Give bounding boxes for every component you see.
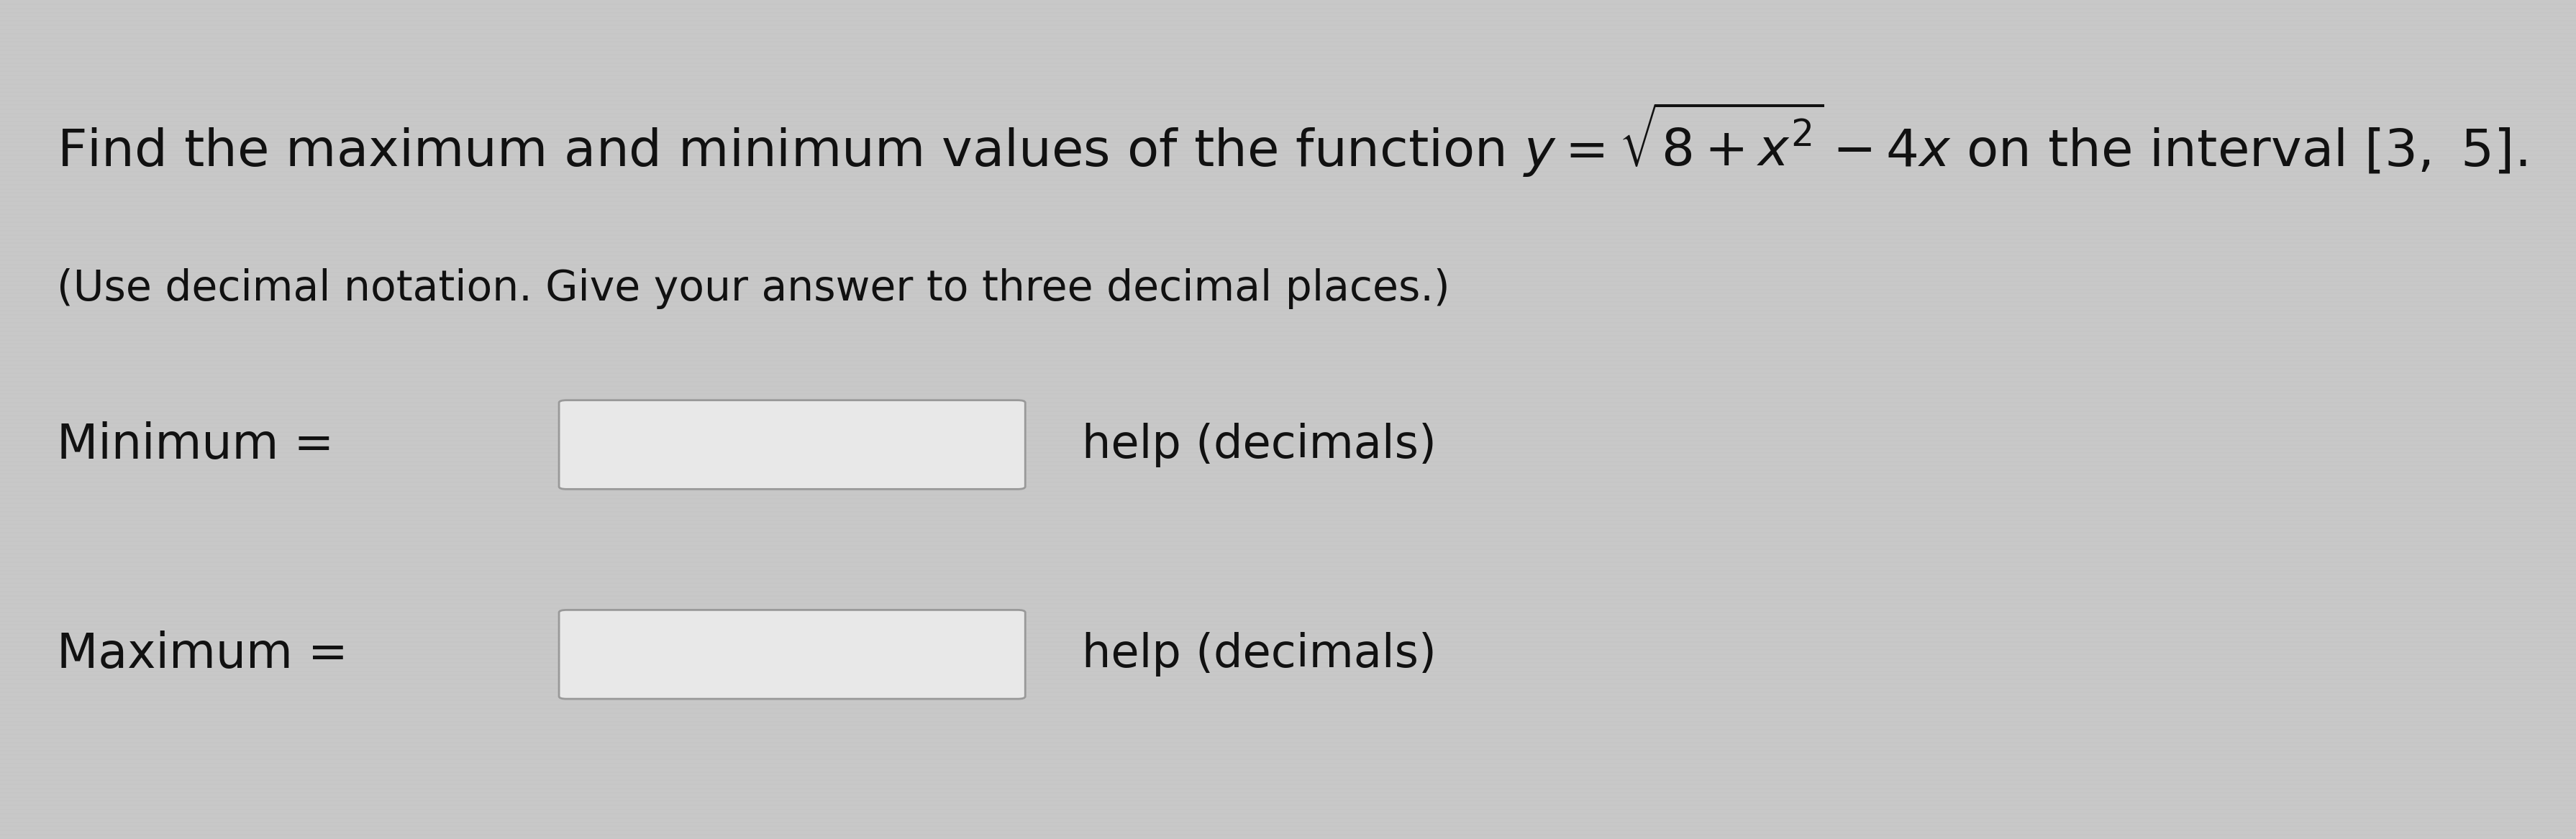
FancyBboxPatch shape: [559, 400, 1025, 489]
Text: Minimum =: Minimum =: [57, 421, 335, 468]
FancyBboxPatch shape: [559, 610, 1025, 699]
Text: (Use decimal notation. Give your answer to three decimal places.): (Use decimal notation. Give your answer …: [57, 268, 1450, 310]
Text: Find the maximum and minimum values of the function $y = \sqrt{8 + x^2} - 4x$ on: Find the maximum and minimum values of t…: [57, 101, 2527, 180]
Text: help (decimals): help (decimals): [1082, 632, 1437, 677]
Text: Maximum =: Maximum =: [57, 631, 348, 678]
Text: help (decimals): help (decimals): [1082, 422, 1437, 467]
